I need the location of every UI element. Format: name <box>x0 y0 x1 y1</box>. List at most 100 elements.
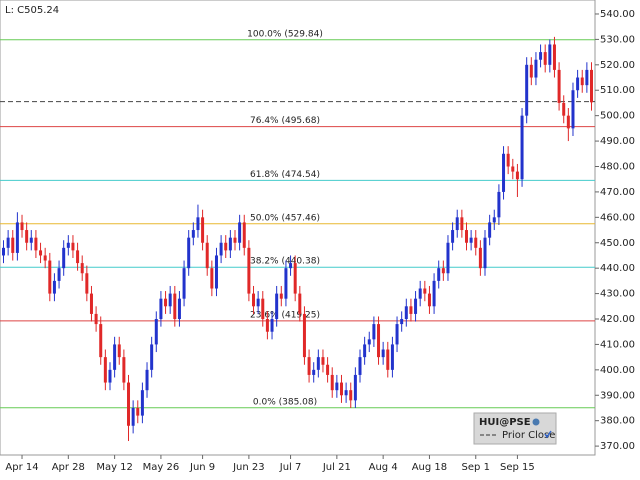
y-tick-label: 480.00 <box>600 161 635 172</box>
candle-body <box>279 293 283 299</box>
candle-body <box>302 313 306 358</box>
candle-body <box>57 268 61 281</box>
candle-body <box>585 69 589 86</box>
candle-body <box>529 64 533 78</box>
x-tick-label: Aug 4 <box>369 462 398 473</box>
candle-body <box>312 369 316 375</box>
candle-body <box>386 349 390 370</box>
candle-body <box>164 298 168 307</box>
candle-body <box>543 52 547 65</box>
y-tick-label: 370.00 <box>600 441 635 452</box>
candle-body <box>358 357 362 375</box>
candle-body <box>52 280 56 294</box>
candle-body <box>196 217 200 231</box>
candle-body <box>289 263 293 269</box>
candle-body <box>219 242 223 256</box>
candle-body <box>85 273 89 294</box>
candle-body <box>576 77 580 91</box>
legend-series: HUI@PSE <box>479 417 531 428</box>
candle-body <box>34 237 38 251</box>
candle-body <box>451 230 455 243</box>
candle-body <box>150 344 154 370</box>
candle-body <box>326 364 330 375</box>
fib-label: 50.0% (457.46) <box>250 213 320 223</box>
fib-label: 76.4% (495.68) <box>250 116 320 126</box>
candle-body <box>321 357 325 365</box>
candle-body <box>525 64 529 116</box>
candle-body <box>571 90 575 129</box>
candle-body <box>108 369 112 383</box>
candle-body <box>427 293 431 307</box>
candle-body <box>201 217 205 243</box>
fib-label: 38.2% (440.38) <box>250 257 320 267</box>
candle-body <box>238 222 242 243</box>
candle-body <box>25 230 29 243</box>
candle-body <box>89 293 93 314</box>
candle-body <box>441 268 445 274</box>
candle-body <box>367 339 371 345</box>
y-tick-label: 500.00 <box>600 111 635 122</box>
x-tick-label: Jul 21 <box>322 462 351 473</box>
x-tick-label: Sep 15 <box>500 462 535 473</box>
y-tick-label: 530.00 <box>600 34 635 45</box>
candle-body <box>224 242 228 251</box>
candle-body <box>113 344 117 370</box>
y-tick-label: 540.00 <box>600 9 635 20</box>
candle-body <box>252 293 256 307</box>
candle-body <box>497 191 501 218</box>
candle-body <box>29 237 33 243</box>
candle-body <box>270 319 274 332</box>
candle-body <box>71 242 75 251</box>
candle-body <box>566 115 570 129</box>
fib-label: 100.0% (529.84) <box>247 29 323 39</box>
candle-body <box>66 242 70 248</box>
candle-body <box>265 319 269 332</box>
candle-body <box>557 69 561 103</box>
candle-body <box>39 250 43 256</box>
candle-body <box>590 69 593 103</box>
candle-body <box>381 349 385 358</box>
candle-body <box>20 222 24 231</box>
candle-body <box>520 115 524 180</box>
fib-label: 23.6% (419.25) <box>250 310 320 320</box>
candle-body <box>307 357 311 375</box>
y-tick-label: 380.00 <box>600 416 635 427</box>
candle-body <box>437 268 441 281</box>
candle-body <box>242 222 246 248</box>
candle-body <box>11 237 15 253</box>
candle-body <box>6 237 10 248</box>
candle-body <box>515 171 519 180</box>
y-tick-label: 390.00 <box>600 390 635 401</box>
candle-body <box>404 306 408 320</box>
y-tick-label: 410.00 <box>600 339 635 350</box>
candle-body <box>316 357 320 370</box>
candle-body <box>353 374 357 401</box>
candle-body <box>182 268 186 299</box>
candle-body <box>298 293 302 314</box>
candle-body <box>395 324 399 345</box>
candle-body <box>103 357 107 383</box>
candle-body <box>580 77 584 86</box>
y-tick-label: 450.00 <box>600 238 635 249</box>
candle-body <box>159 298 163 320</box>
candle-body <box>335 382 339 391</box>
candle-body <box>483 237 487 269</box>
y-tick-label: 510.00 <box>600 85 635 96</box>
x-tick-label: May 12 <box>96 462 133 473</box>
candle-body <box>168 293 172 307</box>
candle-body <box>261 298 265 320</box>
legend-check[interactable] <box>544 430 552 439</box>
legend-icon <box>532 418 540 426</box>
candle-body <box>284 268 288 299</box>
y-tick-label: 420.00 <box>600 314 635 325</box>
candle-body <box>94 313 98 325</box>
candle-body <box>214 255 218 289</box>
y-tick-label: 400.00 <box>600 365 635 376</box>
candle-body <box>377 324 381 358</box>
candle-body <box>469 237 473 243</box>
candle-body <box>539 52 543 60</box>
candle-body <box>99 324 103 358</box>
candle-body <box>145 369 149 391</box>
